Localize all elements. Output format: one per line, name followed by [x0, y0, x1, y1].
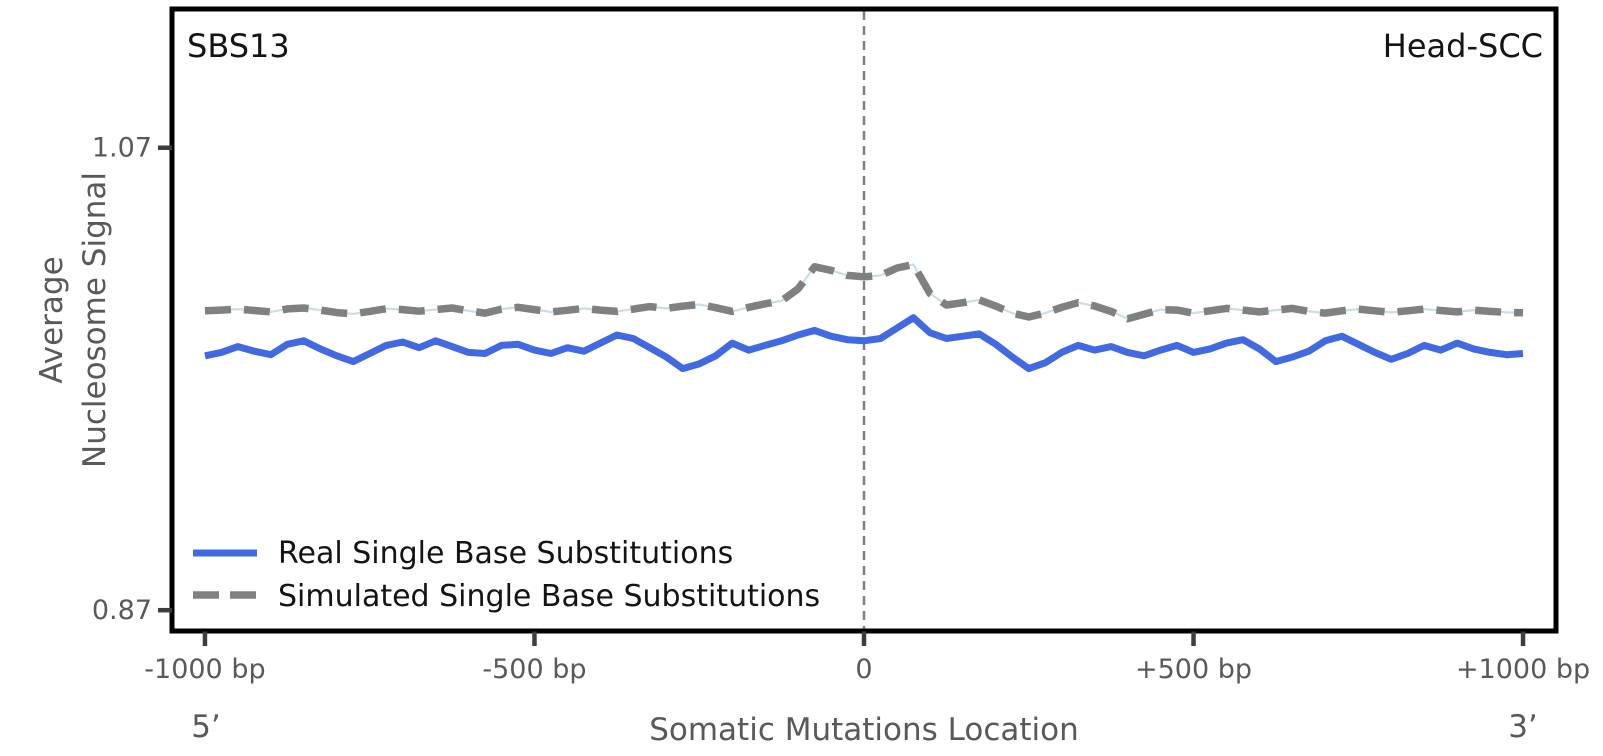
x-tick-label: 0 — [855, 654, 872, 685]
y-tick-label: 0.87 — [92, 595, 152, 626]
y-axis-ticks: 1.07 0.87 — [92, 133, 172, 626]
real-line-path — [204, 314, 1524, 373]
x-tick-label: -500 bp — [482, 654, 586, 685]
simulated-line-path — [204, 260, 1524, 323]
signature-label: SBS13 — [187, 27, 290, 65]
y-axis-label-line1: Average — [34, 256, 70, 383]
x-tick-label: -1000 bp — [144, 654, 265, 685]
five-prime-label: 5’ — [191, 709, 221, 745]
cancer-type-label: Head-SCC — [1383, 27, 1543, 65]
legend: Real Single Base Substitutions Simulated… — [193, 536, 820, 614]
y-axis-label-line2: Nucleosome Signal — [77, 172, 113, 468]
x-tick-label: +1000 bp — [1456, 654, 1590, 685]
x-tick-label: +500 bp — [1135, 654, 1252, 685]
three-prime-label: 3’ — [1508, 709, 1538, 745]
legend-real-label: Real Single Base Substitutions — [278, 536, 733, 571]
x-axis-label: Somatic Mutations Location — [649, 712, 1079, 748]
plot-border — [169, 6, 1559, 634]
legend-simulated-label: Simulated Single Base Substitutions — [278, 579, 820, 614]
x-axis-ticks: -1000 bp -500 bp 0 +500 bp +1000 bp — [144, 631, 1590, 685]
y-tick-label: 1.07 — [92, 133, 152, 164]
